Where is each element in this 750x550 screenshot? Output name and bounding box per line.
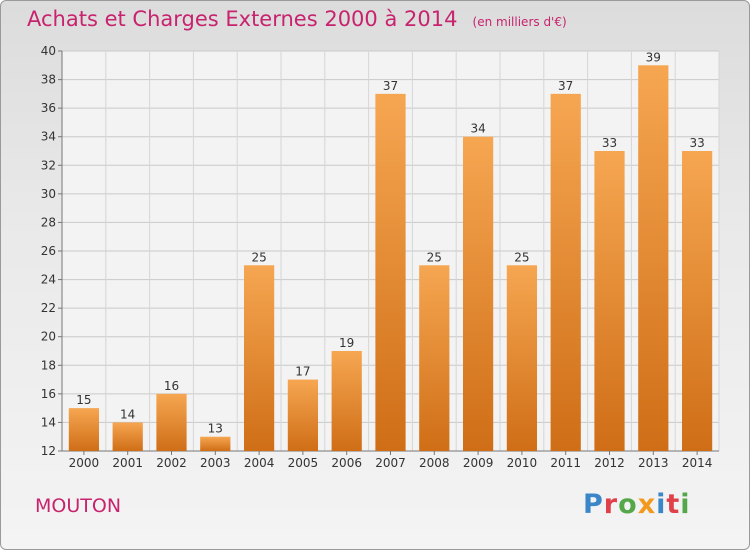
x-tick-label-2000: 2000 [69,456,100,470]
logo-letter: t [666,489,681,520]
value-label-2004: 25 [251,250,266,264]
value-label-2003: 13 [208,422,223,436]
bar-2002 [156,393,187,451]
logo-letter: r [603,489,619,520]
y-tick-label: 40 [41,44,56,58]
title-line: Achats et Charges Externes 2000 à 2014 (… [27,7,567,31]
bars [68,65,713,452]
bar-2000 [68,408,100,451]
y-tick-label: 32 [41,158,56,172]
y-tick-label: 34 [41,130,56,144]
x-tick-label-2012: 2012 [594,456,625,470]
x-tick-label-2013: 2013 [638,456,669,470]
y-tick-label: 12 [41,444,56,458]
y-tick-label: 30 [41,187,56,201]
bar-2010 [506,265,538,451]
x-tick-label-2009: 2009 [463,456,494,470]
y-tick-label: 20 [41,330,56,344]
x-tick-label-2011: 2011 [550,456,581,470]
bar-2013 [638,65,669,452]
commune-name: MOUTON [35,495,122,517]
y-tick-label: 36 [41,101,56,115]
logo-letter: P [583,489,604,520]
value-label-2005: 17 [295,365,310,379]
bar-2004 [243,265,275,451]
x-tick-label-2010: 2010 [507,456,538,470]
value-label-2001: 14 [120,407,135,421]
bar-2014 [681,151,713,451]
logo-letter: i [656,489,667,520]
y-tick-label: 24 [41,273,56,287]
x-tick-label-2004: 2004 [244,456,275,470]
bar-2007 [375,93,406,451]
value-label-2010: 25 [514,250,529,264]
bar-2003 [200,436,231,451]
value-label-2006: 19 [339,336,354,350]
y-tick-label: 14 [41,415,56,429]
bar-2006 [331,351,362,451]
bar-2008 [419,265,450,451]
proxiti-logo: Proxiti [583,489,691,520]
chart-title: Achats et Charges Externes 2000 à 2014 [27,7,458,31]
y-tick-label: 26 [41,244,56,258]
value-label-2013: 39 [646,50,661,64]
logo-letter: i [680,489,691,520]
x-tick-label-2006: 2006 [331,456,362,470]
y-tick-label: 28 [41,215,56,229]
y-tick-label: 16 [41,387,56,401]
value-label-2009: 34 [470,122,485,136]
value-label-2014: 33 [689,136,704,150]
bar-2009 [462,136,494,451]
value-label-2000: 15 [76,393,91,407]
value-label-2007: 37 [383,79,398,93]
bar-2011 [550,93,581,451]
x-tick-label-2002: 2002 [156,456,187,470]
x-tick-label-2003: 2003 [200,456,231,470]
y-tick-label: 22 [41,301,56,315]
logo-letter: x [637,489,657,520]
value-label-2002: 16 [164,379,179,393]
logo-letter: o [618,489,638,520]
axes: 12 14 16 18 20 22 24 26 28 30 32 34 36 38 40 2000 2001 20… [41,44,719,470]
chart-unit: (en milliers d'€) [472,15,567,29]
x-tick-label-2014: 2014 [682,456,713,470]
bar-2005 [287,379,319,451]
bar-2001 [112,422,143,451]
value-label-2012: 33 [602,136,617,150]
value-label-2011: 37 [558,79,573,93]
y-tick-label: 38 [41,73,56,87]
x-tick-label-2001: 2001 [112,456,143,470]
y-tick-label: 18 [41,358,56,372]
value-label-2008: 25 [427,250,442,264]
value-labels: 15 14 16 13 25 17 19 37 25 34 25 37 33 39 33 [76,50,704,435]
bar-2012 [594,151,625,451]
x-tick-label-2008: 2008 [419,456,450,470]
x-tick-label-2007: 2007 [375,456,406,470]
x-tick-label-2005: 2005 [288,456,319,470]
